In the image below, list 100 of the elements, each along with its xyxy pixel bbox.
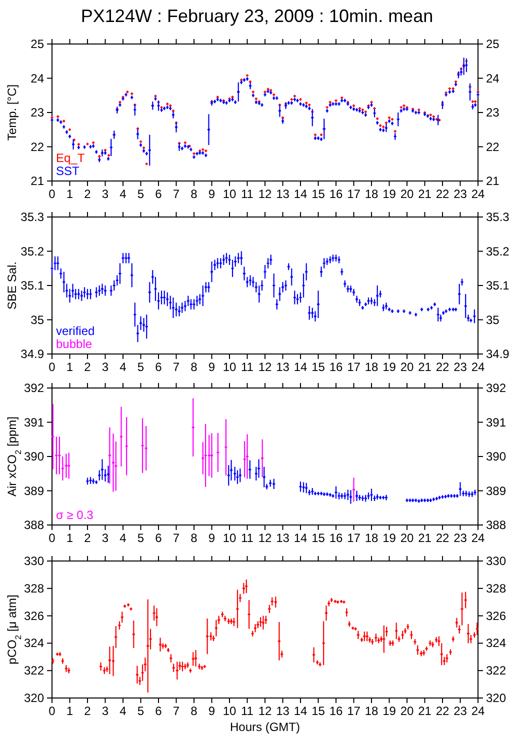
y-tick-label: 21 (30, 174, 44, 188)
x-tick-label: 2 (84, 704, 92, 718)
y-tick-label: 326 (24, 608, 44, 623)
y2-tick-label: 35.3 (486, 210, 510, 224)
x-tick-label: 9 (208, 360, 216, 374)
x-tick-label: 3 (102, 187, 109, 201)
x-tick-label: 11 (241, 531, 254, 545)
text: verified (56, 324, 95, 338)
y2-tick-label: 391 (486, 415, 506, 430)
y2-tick-label: 328 (486, 581, 506, 596)
y-tick-label: 390 (24, 450, 44, 464)
y2-tick-label: 322 (486, 664, 506, 678)
x-tick-label: 7 (172, 704, 180, 718)
x-tick-label: 8 (190, 187, 198, 201)
x-tick-label: 12 (258, 531, 272, 545)
text: σ ≥ 0.3 (56, 508, 94, 522)
x-tick-label: 8 (190, 704, 198, 718)
y2-tick-label: 390 (486, 450, 506, 464)
y2-tick-label: 24 (486, 71, 500, 86)
x-tick-label: 5 (137, 360, 144, 374)
x-tick-label: 9 (208, 704, 216, 718)
y2-tick-label: 326 (486, 608, 506, 623)
y2-tick-label: 324 (486, 636, 506, 650)
x-tick-label: 12 (258, 187, 272, 201)
legend-label: bubble (56, 337, 92, 351)
x-tick-label: 15 (312, 360, 326, 374)
x-tick-label: 22 (436, 531, 450, 545)
x-tick-label: 16 (329, 704, 343, 718)
x-tick-label: 13 (276, 360, 290, 374)
y-axis-title: SBE Sal. (5, 261, 19, 310)
y2-tick-label: 320 (486, 691, 506, 705)
series-label: Eq_T (56, 151, 86, 165)
x-tick-label: 10 (222, 531, 236, 545)
x-tick-label: 0 (48, 187, 56, 201)
x-tick-label: 13 (276, 187, 290, 201)
x-tick-label: 4 (120, 531, 127, 545)
x-tick-label: 1 (66, 187, 74, 201)
x-tick-label: 18 (364, 187, 378, 201)
y2-tick-label: 35.2 (486, 244, 510, 258)
x-tick-label: 19 (382, 531, 396, 545)
x-tick-label: 6 (155, 704, 162, 718)
x-tick-label: 5 (137, 531, 144, 545)
x-tick-label: 0 (48, 704, 56, 718)
y-tick-label: 24 (30, 71, 44, 86)
x-tick-label: 15 (312, 187, 326, 201)
x-tick-label: 23 (454, 360, 468, 374)
x-tick-label: 18 (364, 704, 378, 718)
x-tick-label: 10 (222, 360, 236, 374)
x-tick-label: 24 (471, 704, 485, 718)
x-tick-label: 2 (84, 360, 92, 374)
x-tick-label: 14 (294, 531, 308, 545)
x-tick-label: 8 (190, 360, 198, 374)
x-tick-label: 19 (382, 360, 396, 374)
x-tick-label: 2 (84, 531, 92, 545)
x-tick-label: 17 (347, 704, 361, 718)
x-tick-label: 11 (241, 187, 254, 201)
y-tick-label: 322 (24, 664, 44, 678)
y-tick-label: 34.9 (20, 347, 44, 361)
x-tick-label: 22 (436, 187, 450, 201)
x-tick-label: 1 (66, 360, 74, 374)
x-tick-label: 0 (48, 531, 56, 545)
x-tick-label: 24 (471, 187, 485, 201)
y-tick-label: 320 (24, 691, 44, 705)
x-tick-label: 10 (222, 704, 236, 718)
x-tick-label: 3 (102, 360, 109, 374)
x-tick-label: 20 (400, 360, 414, 374)
y2-tick-label: 35 (486, 312, 500, 327)
y-tick-label: 330 (24, 554, 44, 568)
x-tick-label: 11 (241, 360, 254, 374)
x-tick-label: 23 (454, 187, 468, 201)
x-tick-label: 9 (208, 187, 216, 201)
x-tick-label: 13 (276, 531, 290, 545)
y-tick-label: 35.3 (20, 210, 44, 224)
x-tick-label: 0 (48, 360, 56, 374)
x-tick-label: 6 (155, 531, 162, 545)
x-tick-label: 22 (436, 704, 450, 718)
x-tick-label: 7 (172, 531, 180, 545)
x-tick-label: 7 (172, 360, 180, 374)
x-tick-label: 8 (190, 531, 198, 545)
x-tick-label: 17 (347, 531, 361, 545)
y2-tick-label: 392 (486, 381, 506, 395)
x-tick-label: 14 (294, 187, 308, 201)
x-tick-label: 9 (208, 531, 216, 545)
y2-tick-label: 25 (486, 37, 500, 51)
y-tick-label: 35 (30, 312, 44, 327)
y-tick-label: 328 (24, 581, 44, 596)
y-tick-label: 388 (24, 518, 44, 532)
x-tick-label: 15 (312, 704, 326, 718)
x-tick-label: 17 (347, 360, 361, 374)
x-tick-label: 16 (329, 360, 343, 374)
y-tick-label: 25 (30, 37, 44, 51)
y-axis-title: Temp. [°C] (5, 84, 19, 141)
y2-tick-label: 330 (486, 554, 506, 568)
x-tick-label: 12 (258, 704, 272, 718)
x-tick-label: 5 (137, 187, 144, 201)
chart-title: PX124W : February 23, 2009 : 10min. mean (80, 6, 434, 26)
x-tick-label: 19 (382, 704, 396, 718)
y-tick-label: 23 (30, 106, 44, 120)
x-tick-label: 18 (364, 531, 378, 545)
x-tick-label: 6 (155, 360, 162, 374)
